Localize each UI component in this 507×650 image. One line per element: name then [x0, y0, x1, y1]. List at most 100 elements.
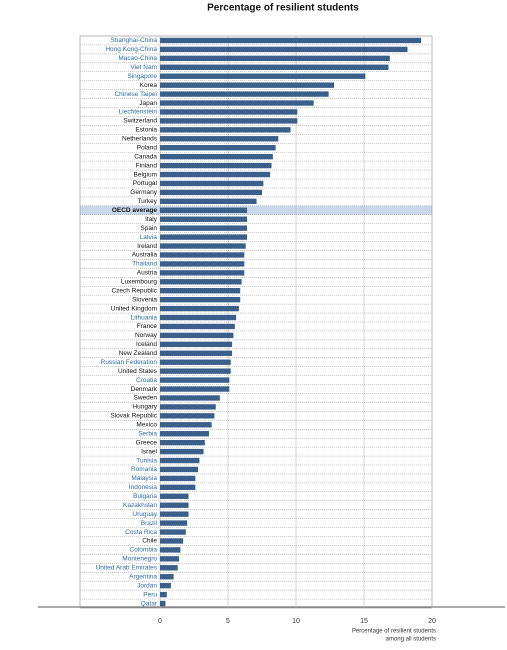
- bar: [160, 574, 174, 580]
- bar: [160, 368, 231, 374]
- bar: [160, 127, 291, 133]
- category-label: Serbia: [138, 430, 157, 437]
- category-label: Sweden: [134, 395, 158, 402]
- category-label: France: [137, 323, 158, 330]
- bar: [160, 439, 205, 446]
- category-label: Ireland: [137, 243, 157, 250]
- category-label: Liechtenstein: [119, 109, 158, 116]
- bar: [160, 511, 189, 517]
- category-label: OECD average: [112, 207, 158, 214]
- highlight-row: [80, 205, 432, 215]
- bar: [160, 296, 241, 303]
- category-label: Brazil: [141, 520, 158, 527]
- bar: [160, 556, 180, 562]
- category-label: Qatar: [141, 600, 158, 607]
- bar: [160, 82, 335, 88]
- category-label: New Zealand: [119, 350, 158, 357]
- category-label: Netherlands: [122, 136, 158, 143]
- bar: [160, 457, 200, 464]
- category-label: Chile: [142, 538, 157, 545]
- bar: [160, 198, 257, 205]
- category-label: United Kingdom: [111, 305, 157, 312]
- category-label: Lithuania: [131, 314, 158, 321]
- bar: [160, 386, 230, 392]
- category-label: United States: [118, 368, 158, 375]
- x-tick-label: 10: [292, 618, 300, 625]
- category-label: Portugal: [133, 180, 158, 187]
- category-label: Germany: [130, 189, 157, 196]
- bar: [160, 252, 245, 258]
- bar: [160, 591, 167, 598]
- bar: [160, 109, 298, 115]
- category-label: Shanghai-China: [110, 37, 157, 44]
- bar: [160, 582, 171, 589]
- category-label: Denmark: [131, 386, 158, 393]
- category-label: Norway: [135, 332, 158, 339]
- bar: [160, 261, 245, 267]
- category-label: Romania: [131, 466, 157, 473]
- x-axis-label: among all students: [386, 637, 436, 643]
- category-label: Tunisia: [136, 457, 157, 464]
- category-label: Costa Rica: [125, 529, 157, 536]
- category-label: Macao-China: [118, 55, 157, 62]
- category-label: Austria: [137, 270, 158, 277]
- bar: [160, 100, 314, 106]
- bar: [160, 189, 262, 196]
- bar: [160, 538, 184, 544]
- category-label: Viet Nam: [130, 64, 157, 71]
- category-label: Jordan: [137, 582, 157, 589]
- bar: [160, 162, 272, 169]
- category-label: Colombia: [130, 547, 158, 554]
- bar: [160, 37, 422, 44]
- x-axis-label: Percentage of resilient students: [352, 629, 436, 635]
- bar: [160, 145, 276, 151]
- bar: [160, 547, 181, 553]
- bar: [160, 600, 166, 607]
- category-label: Estonia: [135, 127, 157, 134]
- x-tick-label: 20: [428, 618, 436, 625]
- bar: [160, 484, 196, 491]
- bar: [160, 55, 390, 62]
- bar: [160, 73, 366, 79]
- category-label: United Arab Emirates: [96, 565, 158, 572]
- category-label: Luxembourg: [121, 279, 158, 286]
- bar: [160, 502, 189, 508]
- bar: [160, 234, 248, 240]
- category-label: Slovenia: [132, 296, 157, 303]
- bar: [160, 207, 248, 213]
- category-label: Indonesia: [129, 484, 158, 491]
- bar: [160, 466, 199, 473]
- bar: [160, 279, 242, 285]
- bar: [160, 359, 231, 365]
- bar: [160, 314, 237, 321]
- x-tick-label: 5: [226, 618, 230, 625]
- category-label: Croatia: [136, 377, 157, 384]
- chart-title: Percentage of resilient students: [207, 3, 359, 14]
- bar: [160, 413, 215, 419]
- category-label: Uruguay: [132, 511, 157, 518]
- category-label: Italy: [145, 216, 158, 223]
- category-label: Iceland: [136, 341, 157, 348]
- category-label: Thailand: [132, 261, 157, 268]
- bar: [160, 153, 273, 160]
- category-label: Switzerland: [123, 118, 157, 125]
- category-label: Malaysia: [131, 475, 157, 482]
- bar: [160, 225, 248, 231]
- bar: [160, 377, 230, 383]
- category-label: Hong Kong-China: [105, 46, 157, 53]
- category-label: Belgium: [134, 171, 157, 178]
- bar: [160, 64, 389, 70]
- bar: [160, 136, 279, 142]
- bar: [160, 305, 239, 312]
- bar: [160, 288, 241, 294]
- category-label: Chinese Taipei: [114, 91, 157, 98]
- bar: [160, 243, 246, 249]
- category-label: Israel: [141, 448, 157, 455]
- bar: [160, 180, 264, 187]
- category-label: Greece: [136, 439, 158, 446]
- category-label: Singapore: [127, 73, 157, 80]
- bar: [160, 270, 245, 276]
- bar: [160, 216, 248, 222]
- x-tick-label: 15: [360, 618, 368, 625]
- category-label: Czech Republic: [111, 287, 157, 294]
